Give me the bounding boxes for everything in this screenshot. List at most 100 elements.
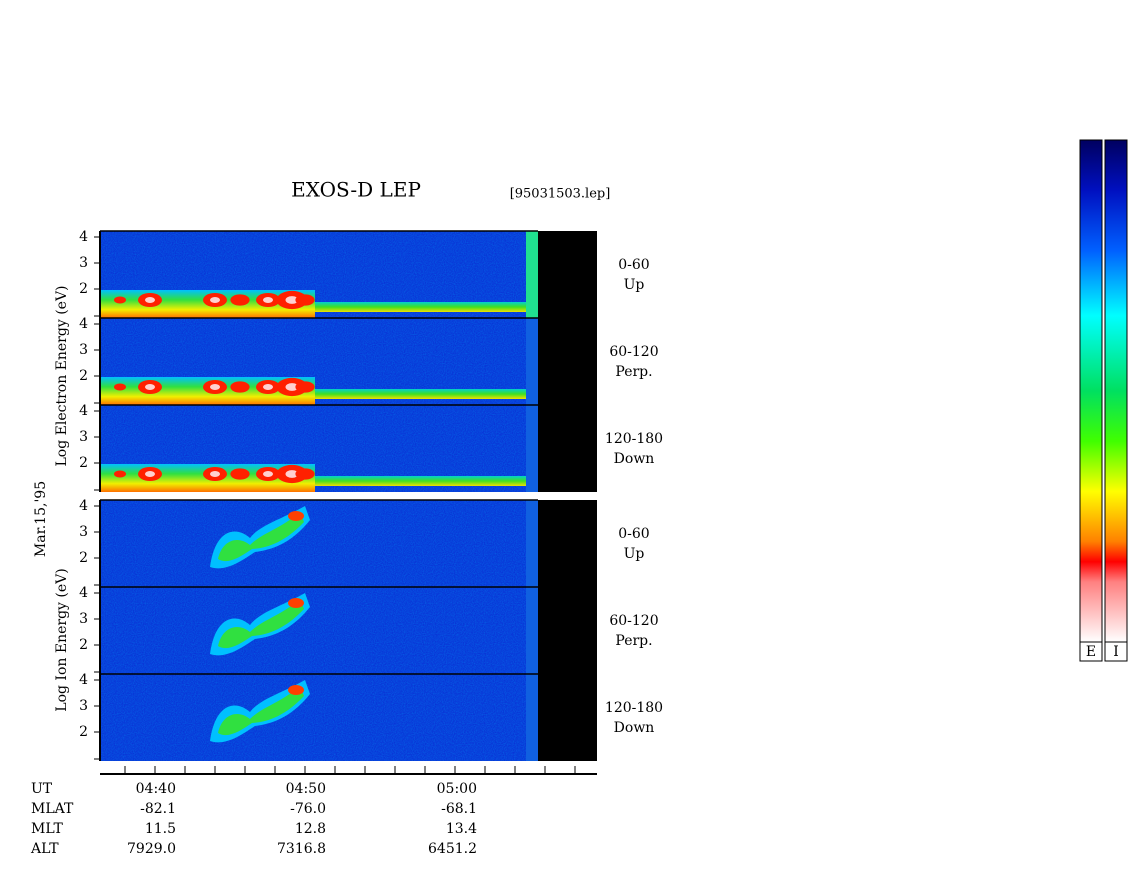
panel-noise <box>100 500 526 587</box>
panel-noise <box>100 587 526 674</box>
y-tick-label: 2 <box>79 281 88 297</box>
ion-peak <box>288 685 304 695</box>
panel-label: 60-120 <box>609 613 658 629</box>
electron-peak <box>230 381 250 393</box>
no-data <box>538 231 597 492</box>
ephemeris-value: 6451.2 <box>428 841 477 857</box>
ion-core <box>218 512 304 562</box>
no-data <box>538 500 597 761</box>
y-tick-label: 4 <box>79 316 88 332</box>
colorbar <box>1104 139 1128 643</box>
ephemeris-label: MLT <box>31 821 63 837</box>
ephemeris-value: 04:40 <box>136 781 176 797</box>
edge-stripe <box>526 500 538 587</box>
electron-core <box>145 384 155 390</box>
ephemeris-value: -76.0 <box>290 801 326 817</box>
panel-label: Up <box>624 546 645 562</box>
colorbar-label-box <box>1104 641 1128 662</box>
y-tick-label: 4 <box>79 229 88 245</box>
y-tick-label: 3 <box>79 255 88 271</box>
y-tick-label: 3 <box>79 611 88 627</box>
title: EXOS-D LEP <box>291 178 421 202</box>
panel-label: 60-120 <box>609 344 658 360</box>
axis-label: Log Ion Energy (eV) <box>54 568 70 711</box>
y-tick-label: 3 <box>79 429 88 445</box>
y-tick-label: 3 <box>79 524 88 540</box>
electron-peak <box>295 294 315 306</box>
ion-peak <box>288 511 304 521</box>
colorbar-label-box <box>1079 641 1103 662</box>
edge-stripe <box>526 587 538 674</box>
y-tick-label: 2 <box>79 368 88 384</box>
electron-peak <box>114 296 126 304</box>
colorbar-label: E <box>1086 644 1096 660</box>
panel-label: Down <box>614 720 655 736</box>
panel-label: 120-180 <box>605 700 663 716</box>
y-tick-label: 2 <box>79 637 88 653</box>
edge-stripe <box>526 674 538 761</box>
panel-label: Up <box>624 277 645 293</box>
axis-label: Log Electron Energy (eV) <box>54 285 70 466</box>
ephemeris-value: 7929.0 <box>127 841 176 857</box>
electron-peak <box>114 383 126 391</box>
electron-core <box>210 471 220 477</box>
y-tick-label: 2 <box>79 455 88 471</box>
ephemeris-label: MLAT <box>31 801 74 817</box>
edge-stripe <box>526 231 538 318</box>
panel-label: Perp. <box>615 364 652 380</box>
ephemeris-label: UT <box>31 781 53 797</box>
ephemeris-value: 7316.8 <box>277 841 326 857</box>
y-tick-label: 3 <box>79 342 88 358</box>
y-tick-label: 3 <box>79 698 88 714</box>
ion-core <box>218 686 304 736</box>
ephemeris-value: 11.5 <box>145 821 176 837</box>
electron-core <box>285 383 299 391</box>
ion-peak <box>288 598 304 608</box>
y-tick-label: 4 <box>79 498 88 514</box>
electron-core <box>210 297 220 303</box>
file-name: [95031503.lep] <box>510 187 611 202</box>
panel-label: Perp. <box>615 633 652 649</box>
ephemeris-value: 04:50 <box>286 781 326 797</box>
y-tick-label: 2 <box>79 724 88 740</box>
electron-tail <box>315 389 526 399</box>
colorbar-label: I <box>1113 644 1119 660</box>
electron-core <box>263 384 273 390</box>
panel-noise <box>100 674 526 761</box>
electron-peak <box>295 468 315 480</box>
y-tick-label: 4 <box>79 403 88 419</box>
electron-peak <box>230 468 250 480</box>
panel-label: 120-180 <box>605 431 663 447</box>
electron-core <box>285 470 299 478</box>
ephemeris-label: ALT <box>30 841 59 857</box>
y-tick-label: 4 <box>79 585 88 601</box>
ephemeris-value: 12.8 <box>295 821 326 837</box>
electron-core <box>263 297 273 303</box>
y-tick-label: 4 <box>79 672 88 688</box>
panel-label: 0-60 <box>618 257 649 273</box>
ion-core <box>218 599 304 649</box>
date-label: Mar.15,'95 <box>33 481 49 557</box>
electron-peak <box>114 470 126 478</box>
electron-core <box>263 471 273 477</box>
electron-tail <box>315 476 526 486</box>
ephemeris-value: 13.4 <box>446 821 477 837</box>
electron-core <box>285 296 299 304</box>
electron-tail <box>315 302 526 312</box>
electron-core <box>145 471 155 477</box>
y-tick-label: 2 <box>79 550 88 566</box>
ephemeris-value: -82.1 <box>140 801 176 817</box>
electron-peak <box>295 381 315 393</box>
electron-peak <box>230 294 250 306</box>
edge-stripe <box>526 318 538 405</box>
panel-label: Down <box>614 451 655 467</box>
panel-label: 0-60 <box>618 526 649 542</box>
colorbar <box>1079 139 1103 643</box>
ephemeris-value: -68.1 <box>441 801 477 817</box>
electron-core <box>145 297 155 303</box>
electron-core <box>210 384 220 390</box>
ephemeris-value: 05:00 <box>437 781 477 797</box>
edge-stripe <box>526 405 538 492</box>
